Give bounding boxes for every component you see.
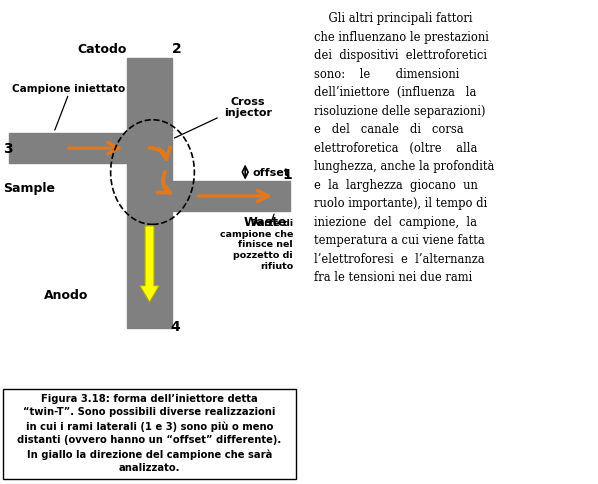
Text: Figura 3.18: forma dell’iniettore detta
“twin-T”. Sono possibili diverse realizz: Figura 3.18: forma dell’iniettore detta … <box>17 393 282 472</box>
Text: Cross
injector: Cross injector <box>224 97 272 118</box>
Text: Anodo: Anodo <box>44 288 88 302</box>
Text: Waste: Waste <box>243 215 287 228</box>
Text: Gli altri principali fattori
che influenzano le prestazioni
dei  dispositivi  el: Gli altri principali fattori che influen… <box>314 12 494 284</box>
Text: 3: 3 <box>3 142 13 156</box>
FancyArrow shape <box>140 227 159 302</box>
Bar <box>172 182 290 212</box>
Text: 4: 4 <box>170 319 180 333</box>
Text: Parte di
campione che
finisce nel
pozzetto di
rifiuto: Parte di campione che finisce nel pozzet… <box>219 218 293 270</box>
Text: Campione iniettato: Campione iniettato <box>12 84 126 93</box>
Text: offset: offset <box>252 168 289 178</box>
Bar <box>9 134 127 164</box>
Text: 2: 2 <box>172 43 181 56</box>
Text: Catodo: Catodo <box>77 44 126 56</box>
Text: 1: 1 <box>282 167 292 181</box>
Text: Sample: Sample <box>3 181 55 194</box>
Bar <box>127 60 172 328</box>
